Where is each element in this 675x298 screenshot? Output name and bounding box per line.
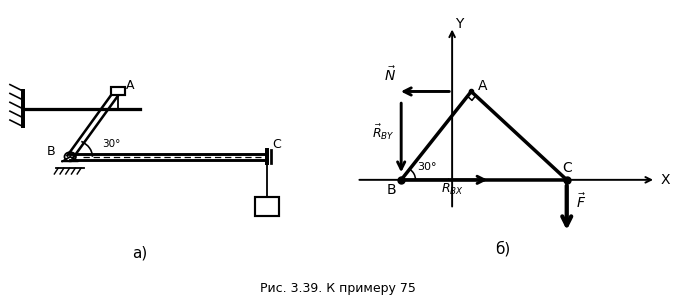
Text: 30°: 30° bbox=[102, 139, 121, 149]
Text: A: A bbox=[126, 79, 135, 92]
Text: C: C bbox=[562, 161, 572, 175]
Text: B: B bbox=[47, 145, 55, 158]
Text: $\vec{R}_{BY}$: $\vec{R}_{BY}$ bbox=[372, 122, 395, 142]
Text: X: X bbox=[661, 173, 670, 187]
Bar bbox=[255, 197, 279, 216]
Text: Рис. 3.39. К примеру 75: Рис. 3.39. К примеру 75 bbox=[260, 282, 415, 295]
Bar bbox=[111, 86, 125, 95]
Text: $\vec{R}_{BX}$: $\vec{R}_{BX}$ bbox=[441, 178, 464, 197]
Text: B: B bbox=[387, 184, 396, 198]
Text: б): б) bbox=[495, 241, 511, 257]
Text: $\vec{N}$: $\vec{N}$ bbox=[384, 65, 396, 84]
Text: а): а) bbox=[132, 246, 148, 260]
Text: 30°: 30° bbox=[417, 162, 437, 172]
Text: $\vec{F}$: $\vec{F}$ bbox=[576, 192, 586, 211]
Text: C: C bbox=[272, 138, 281, 150]
Text: A: A bbox=[478, 79, 487, 93]
Text: Y: Y bbox=[456, 17, 464, 31]
